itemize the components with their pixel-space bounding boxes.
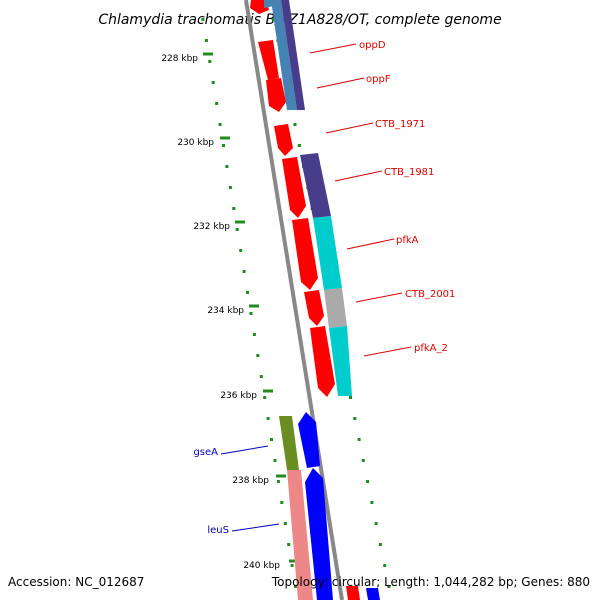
tick-label-228: 228 kbp	[161, 54, 198, 64]
tick-dot-left	[263, 396, 267, 399]
tick-dot-left	[270, 438, 273, 441]
tick-dot-right	[383, 564, 387, 567]
cog-segment-olive	[279, 416, 299, 470]
tick-label-234: 234 kbp	[207, 306, 244, 316]
kbp-ticks: 228 kbp 230 kbp 232 kbp 234 kbp 236 kbp …	[161, 52, 299, 571]
tick-label-232: 232 kbp	[193, 222, 230, 232]
tick-label-240: 240 kbp	[243, 561, 280, 571]
tick-dot-right	[297, 144, 301, 147]
tick-label-238: 238 kbp	[232, 476, 269, 486]
tick-dot-right	[361, 459, 365, 462]
cog-segment-purple	[300, 153, 331, 218]
gene-arrow-gseA	[298, 412, 320, 468]
gene-arrow-pfkA	[292, 218, 318, 290]
gene-arrow-CTB_1981	[282, 157, 306, 218]
gene-label-pfkA_2[interactable]: pfkA_2	[414, 343, 448, 354]
gene-arrow-bottom	[346, 586, 360, 600]
cog-segment-cyan	[329, 326, 352, 396]
tick-dot-left	[266, 417, 270, 420]
label-leader-pfkA_2	[363, 346, 412, 357]
cog-segment-cyan	[313, 216, 342, 290]
forward-gene-labels: oppD oppF CTB_1971 CTB_1981 pfkA CTB_200…	[309, 40, 455, 357]
gene-arrow-oppD	[258, 40, 279, 80]
tick-dot-right	[387, 585, 391, 588]
gene-label-leuS[interactable]: leuS	[207, 525, 229, 536]
label-leader-oppD	[309, 43, 357, 54]
tick-dot-left	[201, 18, 205, 21]
label-leader-oppF	[316, 77, 365, 89]
tick-dot-right	[374, 522, 378, 525]
genome-backbone	[244, 0, 344, 600]
gene-label-oppF[interactable]: oppF	[366, 74, 391, 85]
gene-label-CTB_1981[interactable]: CTB_1981	[384, 167, 434, 178]
cog-segment-steel	[271, 0, 297, 110]
tick-dot-left	[287, 543, 291, 546]
tick-label-230: 230 kbp	[177, 138, 214, 148]
tick-dot-right	[357, 438, 361, 441]
tick-dot-right	[293, 123, 297, 126]
tick-dot-left	[276, 480, 280, 483]
gene-label-CTB_1971[interactable]: CTB_1971	[375, 119, 425, 130]
tick-dot-left	[249, 312, 253, 315]
tick-dot-left	[222, 144, 225, 147]
tick-dot-left	[204, 39, 208, 42]
tick-dot-left	[246, 291, 249, 294]
tick-dot-right	[353, 417, 357, 420]
label-leader-pfkA	[346, 238, 395, 250]
gene-label-CTB_2001[interactable]: CTB_2001	[405, 289, 455, 300]
tick-dot-left	[273, 459, 277, 462]
tick-dot-left	[225, 165, 229, 168]
tick-dot-left	[239, 249, 243, 252]
gene-label-pfkA[interactable]: pfkA	[396, 235, 419, 246]
label-leader-CTB_1971	[325, 122, 374, 134]
genome-stats-text: Topology: circular; Length: 1,044,282 bp…	[271, 575, 590, 589]
tick-dot-left	[259, 375, 263, 378]
gene-arrow-CTB_1971	[274, 124, 293, 156]
tick-dot-left	[235, 228, 239, 231]
tick-dot-left	[252, 333, 256, 336]
tick-dot-left	[242, 270, 246, 273]
tick-dot-right	[272, 18, 276, 21]
reverse-cds-track	[264, 0, 380, 600]
gene-label-gseA[interactable]: gseA	[193, 447, 218, 458]
label-leader-CTB_1981	[334, 170, 383, 182]
tick-dot-left	[215, 102, 219, 105]
tick-dot-left	[232, 207, 236, 210]
tick-dot-left	[256, 354, 260, 357]
gene-arrow-leuS	[305, 468, 333, 600]
cog-segment-purple	[281, 0, 305, 110]
cog-track	[271, 0, 352, 600]
gene-arrow-CTB_2001	[304, 290, 324, 326]
tick-dot-left	[208, 60, 212, 63]
gene-arrow-pfkA_2	[310, 326, 335, 397]
label-leader-leuS	[231, 523, 280, 532]
tick-dot-left	[211, 81, 215, 84]
reverse-gene-labels: gseA leuS	[193, 445, 280, 536]
tick-label-236: 236 kbp	[220, 391, 257, 401]
tick-dot-left	[283, 522, 287, 525]
tick-dot-left	[228, 186, 232, 189]
cog-segment-gray	[324, 288, 347, 328]
tick-dot-left	[294, 585, 298, 588]
tick-dot-right	[366, 480, 370, 483]
cog-segment-pink	[287, 470, 313, 600]
tick-dot-right	[349, 396, 352, 399]
tick-dot-right	[378, 543, 382, 546]
gene-arrow-bottom-reverse	[366, 588, 380, 600]
gene-arrow-top-reverse	[264, 0, 274, 8]
label-leader-CTB_2001	[355, 292, 403, 303]
gene-label-oppD[interactable]: oppD	[359, 40, 386, 51]
tick-dot-left	[290, 564, 294, 567]
accession-text: Accession: NC_012687	[8, 575, 144, 589]
tick-dot-left	[280, 501, 284, 504]
tick-dot-left	[218, 123, 222, 126]
label-leader-gseA	[220, 445, 269, 455]
tick-dot-right	[370, 501, 374, 504]
gene-arrow-oppF	[266, 78, 286, 112]
map-title: Chlamydia trachomatis B/TZ1A828/OT, comp…	[98, 12, 501, 28]
